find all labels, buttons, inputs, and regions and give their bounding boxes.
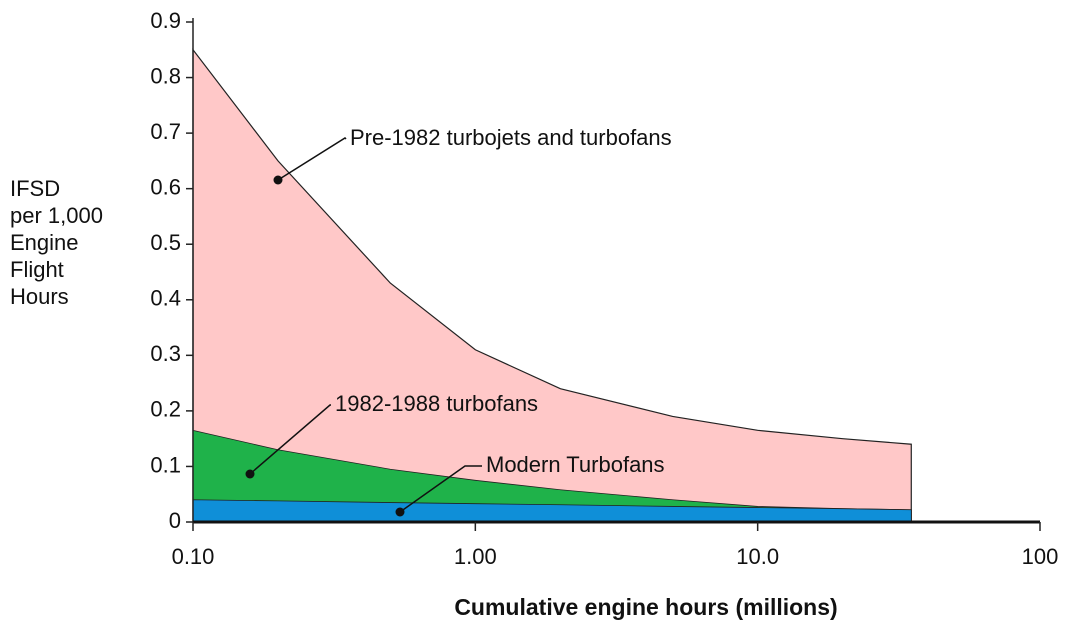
leader-dot xyxy=(245,469,255,479)
leader-line xyxy=(277,137,347,181)
area xyxy=(192,48,912,523)
y-tick-label: 0.1 xyxy=(150,452,181,477)
series-label: 1982-1988 turbofans xyxy=(335,391,538,416)
y-axis-label: Hours xyxy=(10,284,69,309)
x-tick-label: 0.10 xyxy=(172,544,215,569)
series-label: Modern Turbofans xyxy=(486,452,665,477)
x-tick-label: 10.0 xyxy=(736,544,779,569)
y-axis-label: Engine xyxy=(10,230,79,255)
y-tick-label: 0 xyxy=(169,508,181,533)
y-axis-label: IFSD xyxy=(10,176,60,201)
y-axis-label: Flight xyxy=(10,257,64,282)
x-tick-label: 1.00 xyxy=(454,544,497,569)
y-tick-label: 0.5 xyxy=(150,230,181,255)
y-tick-label: 0.7 xyxy=(150,119,181,144)
y-tick-label: 0.2 xyxy=(150,397,181,422)
y-tick-label: 0.8 xyxy=(150,63,181,88)
y-tick-label: 0.4 xyxy=(150,286,181,311)
leader-line xyxy=(249,404,331,475)
y-axis-label: per 1,000 xyxy=(10,203,103,228)
leader-dot xyxy=(273,175,283,185)
y-tick-label: 0.9 xyxy=(150,8,181,33)
leader-line xyxy=(399,465,482,513)
area xyxy=(192,499,912,523)
y-tick-label: 0.3 xyxy=(150,341,181,366)
series-label: Pre-1982 turbojets and turbofans xyxy=(350,125,672,150)
x-tick-label: 100 xyxy=(1022,544,1059,569)
y-tick-label: 0.6 xyxy=(150,174,181,199)
x-axis-label: Cumulative engine hours (millions) xyxy=(454,594,837,620)
leader-dot xyxy=(395,507,405,517)
